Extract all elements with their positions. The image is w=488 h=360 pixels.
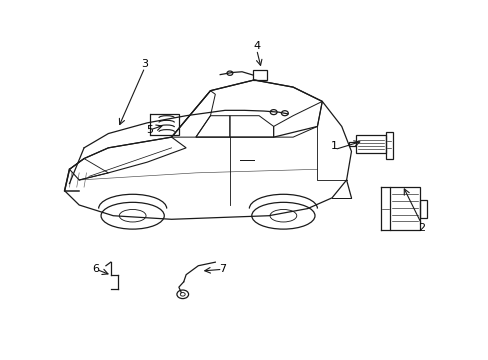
Text: 3: 3	[141, 59, 148, 69]
Text: 4: 4	[253, 41, 260, 51]
Text: 5: 5	[146, 125, 153, 135]
Text: 7: 7	[219, 264, 226, 274]
Text: 2: 2	[418, 223, 425, 233]
Text: 6: 6	[93, 264, 100, 274]
Text: 1: 1	[330, 141, 337, 151]
